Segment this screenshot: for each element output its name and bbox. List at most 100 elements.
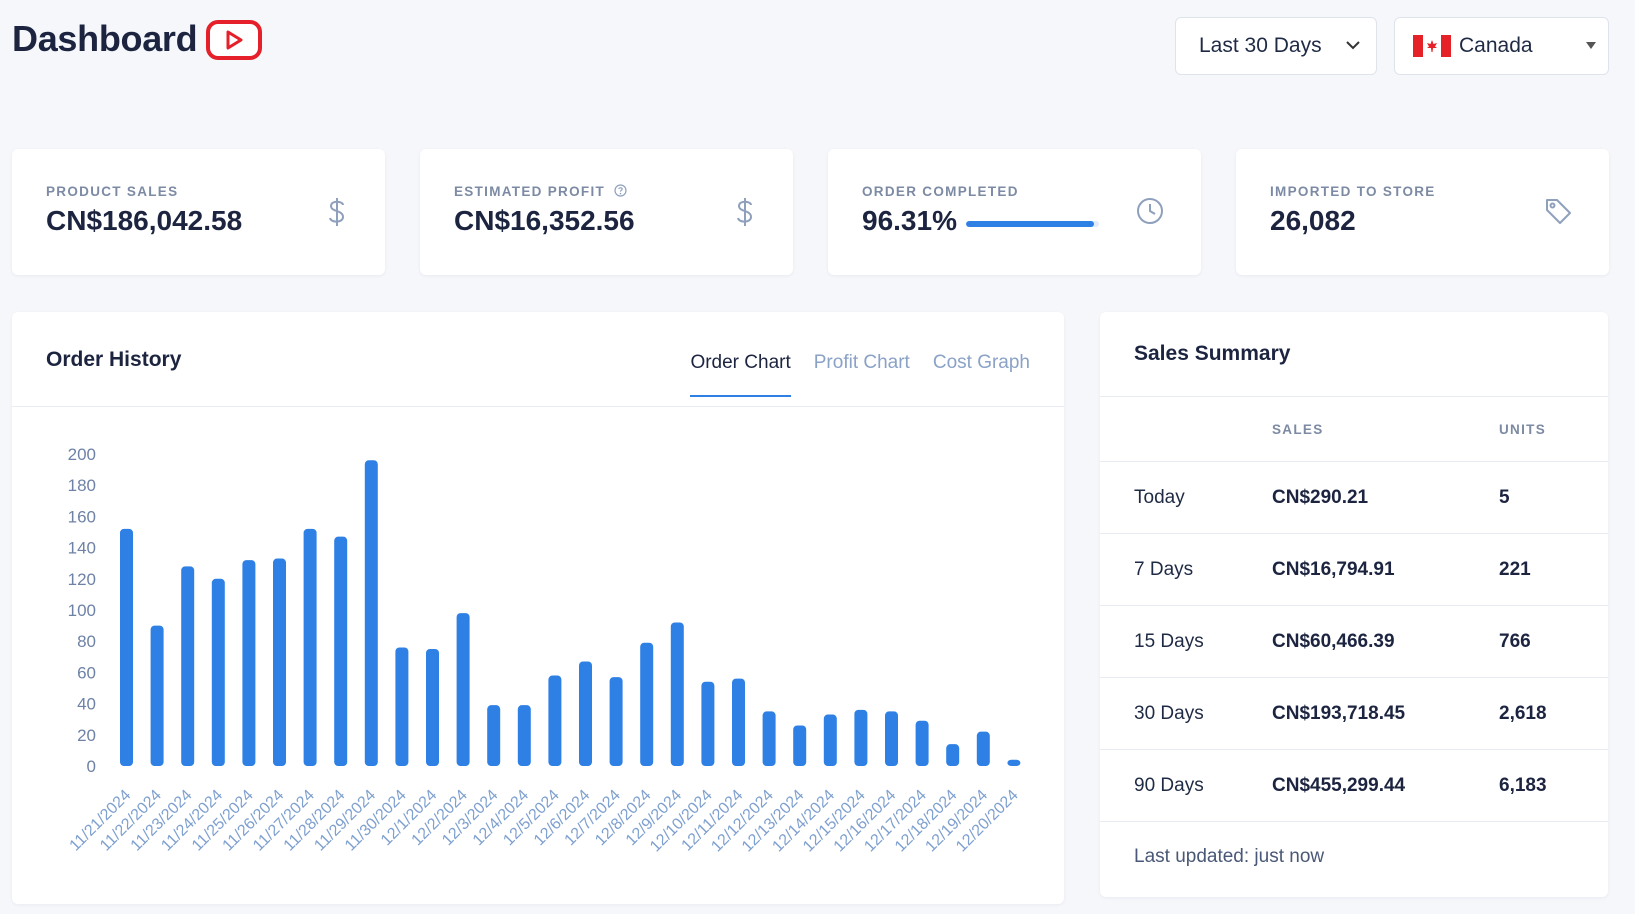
bar-12/19/2024[interactable] [976, 731, 990, 766]
progress-fill [966, 221, 1095, 227]
bar-12/8/2024[interactable] [640, 642, 654, 766]
period-cell: 90 Days [1134, 774, 1204, 796]
stat-value: CN$186,042.58 [46, 205, 243, 236]
units-cell: 766 [1499, 630, 1531, 652]
bar-12/1/2024[interactable] [426, 649, 439, 766]
bar-12/14/2024[interactable] [823, 714, 837, 766]
stat-value: 26,082 [1270, 205, 1356, 236]
tab-order-chart[interactable]: Order Chart [690, 352, 791, 397]
y-axis-tick-label: 0 [87, 757, 96, 776]
sales-table-header: SALES UNITS [1100, 397, 1608, 462]
country-select[interactable]: Canada [1394, 17, 1609, 75]
bar-12/2/2024[interactable] [456, 613, 470, 766]
table-row: 7 Days CN$16,794.91 221 [1100, 534, 1608, 606]
bar-12/9/2024[interactable] [670, 622, 684, 766]
y-axis-tick-label: 80 [77, 632, 96, 651]
stat-card-product-sales: PRODUCT SALES CN$186,042.58 [12, 149, 385, 275]
y-axis-tick-label: 200 [68, 445, 96, 464]
question-circle-icon[interactable] [614, 184, 627, 200]
order-history-title: Order History [46, 348, 182, 371]
bar-12/20/2024[interactable] [1007, 759, 1021, 766]
stat-value: 96.31% [862, 205, 957, 236]
stat-value: CN$16,352.56 [454, 205, 635, 236]
bar-12/7/2024[interactable] [609, 677, 623, 766]
sales-cell: CN$455,299.44 [1272, 774, 1406, 796]
sales-cell: CN$60,466.39 [1272, 630, 1395, 652]
bar-12/6/2024[interactable] [579, 661, 592, 766]
order-history-card: Order History Order Chart Profit Chart C… [12, 312, 1064, 904]
bar-11/29/2024[interactable] [364, 460, 378, 766]
bar-11/27/2024[interactable] [303, 528, 317, 766]
page-title: Dashboard [12, 18, 198, 59]
table-row: 15 Days CN$60,466.39 766 [1100, 606, 1608, 678]
y-axis-tick-label: 160 [68, 507, 96, 526]
bar-12/4/2024[interactable] [517, 705, 531, 766]
period-cell: 15 Days [1134, 630, 1204, 652]
last-updated-text: Last updated: just now [1134, 846, 1325, 867]
y-axis-tick-label: 60 [77, 663, 96, 682]
period-cell: Today [1134, 486, 1185, 508]
period-cell: 7 Days [1134, 558, 1194, 580]
chart-tabs: Order Chart Profit Chart Cost Graph [690, 352, 1030, 397]
sales-cell: CN$16,794.91 [1272, 558, 1395, 580]
order-bar-chart: 02040608010012014016018020011/21/202411/… [67, 445, 1022, 855]
bar-12/13/2024[interactable] [793, 725, 807, 766]
bar-12/16/2024[interactable] [885, 711, 898, 766]
bar-12/10/2024[interactable] [701, 681, 715, 766]
bar-11/22/2024[interactable] [150, 625, 164, 766]
units-cell: 6,183 [1499, 774, 1547, 796]
units-cell: 221 [1499, 558, 1531, 580]
header: Dashboard Last 30 Days Canada [0, 0, 1635, 100]
table-row: 90 Days CN$455,299.44 6,183 [1100, 750, 1608, 822]
canada-flag-icon [1413, 35, 1451, 57]
chevron-down-icon [1344, 36, 1362, 60]
bar-11/21/2024[interactable] [120, 528, 133, 766]
sales-summary-card: Sales Summary SALES UNITS Today CN$290.2… [1100, 312, 1608, 897]
bar-12/11/2024[interactable] [732, 678, 745, 766]
bar-12/12/2024[interactable] [762, 711, 776, 766]
bar-12/17/2024[interactable] [915, 720, 929, 766]
dollar-icon [325, 196, 349, 233]
sales-summary-header: Sales Summary [1100, 312, 1608, 397]
bar-11/23/2024[interactable] [181, 566, 195, 766]
dollar-icon [733, 196, 757, 233]
column-header-units: UNITS [1499, 421, 1546, 437]
stat-label: PRODUCT SALES [46, 184, 179, 199]
order-completed-progress-bar [966, 221, 1099, 227]
tab-profit-chart[interactable]: Profit Chart [813, 352, 910, 373]
units-cell: 2,618 [1499, 702, 1547, 724]
column-header-sales: SALES [1272, 421, 1324, 437]
bar-12/3/2024[interactable] [487, 705, 501, 766]
tab-cost-graph[interactable]: Cost Graph [932, 352, 1030, 373]
sales-cell: CN$193,718.45 [1272, 702, 1406, 724]
units-cell: 5 [1499, 486, 1510, 508]
y-axis-tick-label: 100 [68, 601, 96, 620]
bar-11/26/2024[interactable] [273, 558, 286, 766]
youtube-play-icon[interactable] [206, 20, 262, 60]
country-value: Canada [1459, 34, 1533, 57]
bar-12/15/2024[interactable] [854, 709, 868, 766]
clock-icon [1135, 196, 1165, 231]
bar-12/5/2024[interactable] [548, 675, 562, 766]
stat-card-estimated-profit: ESTIMATED PROFIT CN$16,352.56 [420, 149, 793, 275]
stat-label: ORDER COMPLETED [862, 184, 1019, 199]
dropdown-caret-icon [1586, 42, 1596, 49]
bar-11/30/2024[interactable] [395, 647, 409, 766]
tag-icon [1543, 196, 1573, 231]
sales-cell: CN$290.21 [1272, 486, 1369, 508]
y-axis-tick-label: 120 [68, 570, 96, 589]
stat-label: IMPORTED TO STORE [1270, 184, 1436, 199]
y-axis-tick-label: 180 [68, 476, 96, 495]
table-row: Today CN$290.21 5 [1100, 462, 1608, 534]
stat-card-order-completed: ORDER COMPLETED 96.31% [828, 149, 1201, 275]
bar-11/25/2024[interactable] [242, 560, 256, 766]
stat-card-imported-to-store: IMPORTED TO STORE 26,082 [1236, 149, 1609, 275]
bar-11/24/2024[interactable] [211, 578, 225, 766]
bar-12/18/2024[interactable] [946, 744, 960, 766]
y-axis-tick-label: 140 [68, 539, 96, 558]
date-range-value: Last 30 Days [1199, 34, 1322, 57]
sales-summary-title: Sales Summary [1134, 342, 1291, 365]
date-range-select[interactable]: Last 30 Days [1175, 17, 1377, 75]
period-cell: 30 Days [1134, 702, 1204, 724]
bar-11/28/2024[interactable] [334, 536, 348, 766]
